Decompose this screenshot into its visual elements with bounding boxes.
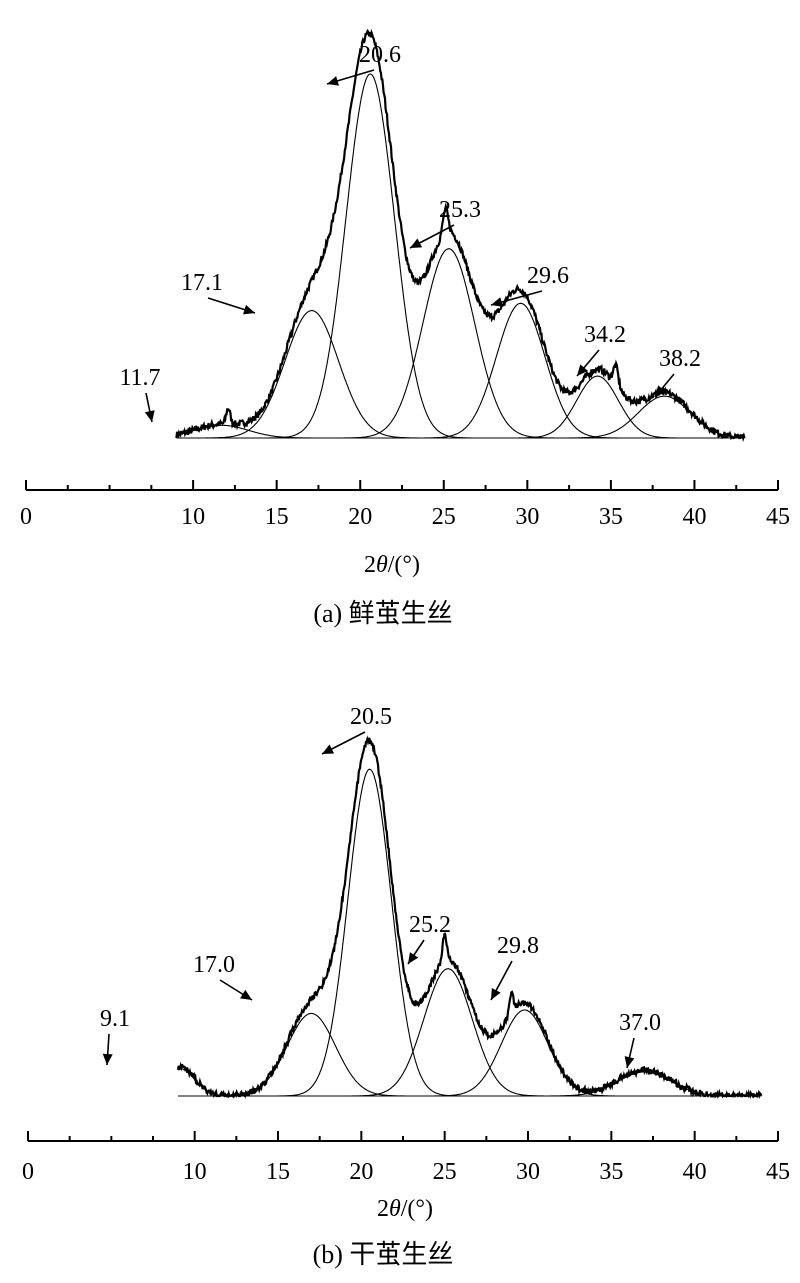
panel-b-caption: (b) 干茧生丝 (313, 1240, 454, 1269)
peak-label: 29.8 (497, 933, 539, 959)
x-tick-label: 45 (766, 1159, 790, 1185)
panel-a-x-axis-title-symbol: θ (376, 552, 388, 578)
peak-arrowhead (144, 410, 155, 422)
peak-arrowhead (577, 364, 588, 376)
panel-b-x-axis-title-unit: /(°) (401, 1196, 433, 1222)
x-tick-label: 20 (348, 504, 372, 530)
x-tick-label: 15 (265, 504, 289, 530)
peak-arrowhead (240, 989, 252, 1000)
fit-peak-curve (509, 375, 686, 439)
fit-peak-curve (268, 73, 472, 439)
peak-label: 34.2 (584, 322, 626, 348)
fit-peak-curve (340, 248, 558, 439)
peak-label: 25.2 (409, 912, 451, 938)
x-tick-label: 25 (432, 504, 456, 530)
panel-a-x-axis-title: 2θ/(°) (364, 552, 420, 578)
peak-label: 38.2 (659, 346, 701, 372)
peak-label: 17.1 (181, 270, 223, 296)
panel-a-caption: (a) 鲜茧生丝 (313, 599, 452, 628)
x-tick-label: 30 (516, 1159, 540, 1185)
x-tick-label: 10 (183, 1159, 207, 1185)
fit-peak-curve (346, 968, 549, 1097)
x-tick-label: 45 (766, 504, 790, 530)
peak-label: 11.7 (119, 365, 160, 391)
peak-arrowhead (408, 952, 419, 964)
peak-arrowhead (327, 76, 339, 86)
panel-b-x-axis-title-prefix: 2 (377, 1196, 389, 1222)
measured-diffraction-curve (175, 28, 746, 443)
peak-arrowhead (243, 304, 255, 315)
panel-a-plot: 0 10 15 20 25 30 35 40 45 11.7 17.1 20.6 25.3 29.6 34.… (20, 28, 790, 530)
peak-arrowhead (491, 297, 503, 307)
x-tick-label: 30 (515, 504, 539, 530)
peak-arrowhead (624, 1056, 635, 1068)
panel-a-x-axis-title-unit: /(°) (388, 552, 420, 578)
x-tick-label: 0 (20, 504, 32, 530)
panel-b-x-axis-title: 2θ/(°) (377, 1196, 433, 1222)
measured-diffraction-curve (176, 735, 763, 1100)
peak-label: 25.3 (439, 197, 481, 223)
fit-peak-curve (199, 310, 424, 439)
panel-a-x-axis-title-prefix: 2 (364, 552, 376, 578)
x-tick-label: 35 (599, 504, 623, 530)
x-tick-label: 40 (683, 1159, 707, 1185)
peak-label: 9.1 (100, 1006, 130, 1032)
panel-a: (a) 鲜茧生丝 2θ/(°) (313, 552, 452, 628)
x-tick-label: 15 (266, 1159, 290, 1185)
fit-peak-curve (418, 302, 622, 439)
peak-label: 20.6 (359, 42, 401, 68)
peak-arrowhead (322, 744, 335, 754)
peak-arrowhead (655, 385, 666, 397)
fit-peak-curve (209, 1012, 413, 1097)
fit-peak-curve (278, 768, 461, 1097)
peak-arrowhead (102, 1053, 113, 1065)
panel-b: (b) 干茧生丝 2θ/(°) (313, 1196, 454, 1269)
x-tick-label: 0 (22, 1159, 34, 1185)
peak-label: 29.6 (527, 263, 569, 289)
panel-b-plot: 0 10 15 20 25 30 35 40 45 9.1 17.0 20.5 25.2 29.8 37.0 (22, 704, 790, 1185)
fit-peak-curve (426, 1009, 623, 1097)
peak-label: 20.5 (350, 704, 392, 730)
peak-label: 17.0 (193, 952, 235, 978)
x-tick-label: 35 (599, 1159, 623, 1185)
panel-b-x-axis-title-symbol: θ (389, 1196, 401, 1222)
peak-arrowhead (410, 238, 423, 248)
x-tick-label: 20 (349, 1159, 373, 1185)
peak-label: 37.0 (619, 1010, 661, 1036)
peak-arrowhead (491, 987, 501, 1000)
x-tick-label: 10 (181, 504, 205, 530)
x-tick-label: 25 (433, 1159, 457, 1185)
x-tick-label: 40 (682, 504, 706, 530)
